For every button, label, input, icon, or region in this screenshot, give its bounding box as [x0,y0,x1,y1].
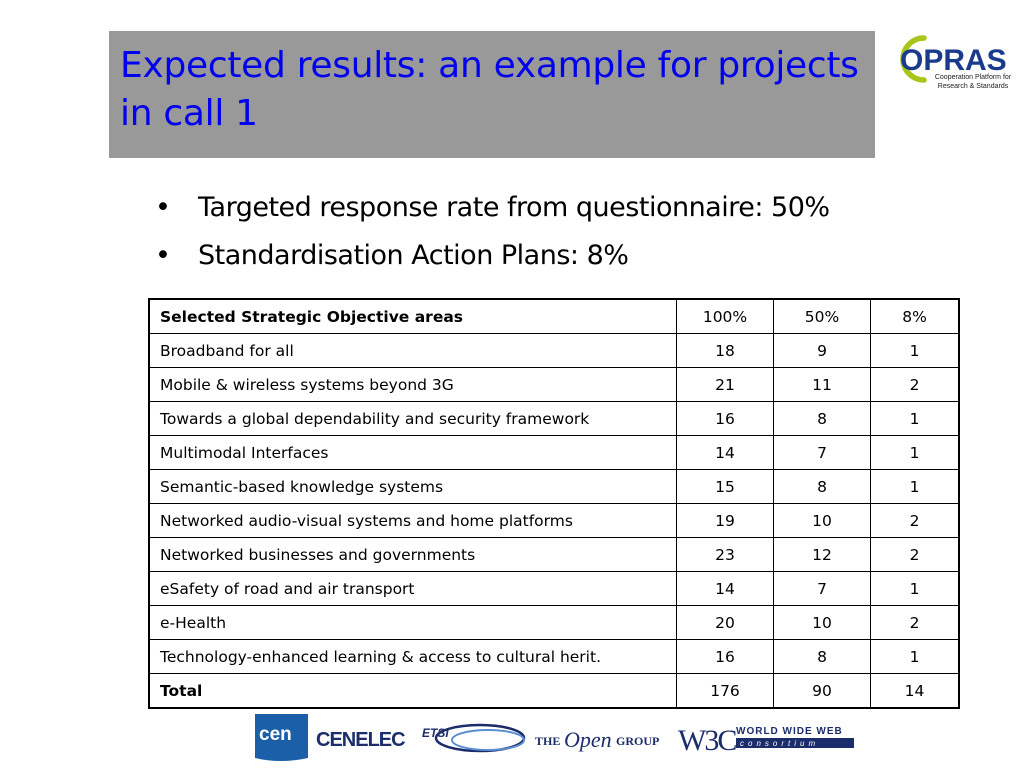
table-cell-value: 1 [870,571,960,606]
table-cell-label: Total [148,673,677,709]
table-cell-label: Broadband for all [148,333,677,368]
bullet-item: • Targeted response rate from questionnai… [155,184,830,232]
cen-logo-text: cen [259,724,292,745]
table-cell-value: 23 [676,537,774,572]
table-row: e-Health 20 10 2 [148,605,960,640]
table-cell-label: Technology-enhanced learning & access to… [148,639,677,674]
table-cell-label: Networked audio-visual systems and home … [148,503,677,538]
copras-tagline: Cooperation Platform for Research & Stan… [934,74,1012,90]
table-cell-value: 8% [870,298,960,334]
etsi-logo-text: ETSI [422,726,449,740]
w3c-www-text: WORLD WIDE WEB [736,726,843,737]
table-cell-value: 2 [870,537,960,572]
table-cell-value: 1 [870,435,960,470]
table-cell-value: 16 [676,639,774,674]
table-cell-value: 176 [676,673,774,709]
cenelec-logo-text: CENELEC [316,729,405,751]
table-cell-value: 19 [676,503,774,538]
open-group-the: THE [535,734,560,748]
table-cell-value: 8 [773,469,871,504]
table-cell-value: 18 [676,333,774,368]
table-row: Technology-enhanced learning & access to… [148,639,960,674]
table-total-row: Total 176 90 14 [148,673,960,709]
open-group-group: GROUP [616,734,659,748]
table-cell-value: 1 [870,639,960,674]
table-cell-label: Multimodal Interfaces [148,435,677,470]
slide-title: Expected results: an example for project… [120,45,859,134]
table-cell-value: 10 [773,605,871,640]
table-cell-value: 1 [870,401,960,436]
bullet-item: • Standardisation Action Plans: 8% [155,232,830,280]
copras-logo: OPRAS Cooperation Platform for Research … [880,30,1020,94]
open-group-logo: THE Open GROUP [535,727,659,752]
table-cell-value: 90 [773,673,871,709]
table-cell-value: 14 [676,435,774,470]
table-row: eSafety of road and air transport 14 7 1 [148,571,960,606]
table-row: Multimodal Interfaces 14 7 1 [148,435,960,470]
table-cell-label: Mobile & wireless systems beyond 3G [148,367,677,402]
objectives-table: Selected Strategic Objective areas 100% 50… [148,298,960,709]
table-cell-value: 2 [870,605,960,640]
cenelec-logo: CENELEC [316,729,406,751]
table-cell-value: 16 [676,401,774,436]
table-cell-value: 15 [676,469,774,504]
table-cell-value: 50% [773,298,871,334]
table-cell-value: 21 [676,367,774,402]
table-cell-value: 10 [773,503,871,538]
table-cell-label: Semantic-based knowledge systems [148,469,677,504]
partner-logos: cen CENELEC ETSI THE Open GROUP W3C WORL… [250,712,860,766]
title-banner: Expected results: an example for project… [109,31,875,158]
table-cell-value: 8 [773,639,871,674]
table-cell-label: Selected Strategic Objective areas [148,298,677,334]
table-cell-label: eSafety of road and air transport [148,571,677,606]
table-cell-value: 100% [676,298,774,334]
table-row: Broadband for all 18 9 1 [148,333,960,368]
bullet-list: • Targeted response rate from questionnai… [155,184,830,280]
table-cell-value: 14 [870,673,960,709]
bullet-text: Standardisation Action Plans: 8% [198,240,629,271]
w3c-logo: W3C WORLD WIDE WEB consortium [678,724,854,757]
cen-logo: cen [255,714,308,761]
table-cell-value: 11 [773,367,871,402]
etsi-logo: ETSI [422,723,526,753]
bullet-marker: • [155,192,171,223]
table-cell-value: 8 [773,401,871,436]
open-group-open: Open [564,727,612,752]
table-cell-value: 2 [870,503,960,538]
table-row: Networked businesses and governments 23 12… [148,537,960,572]
bullet-text: Targeted response rate from questionnair… [198,192,830,223]
table-cell-label: Towards a global dependability and secur… [148,401,677,436]
table-cell-value: 2 [870,367,960,402]
table-row: Mobile & wireless systems beyond 3G 21 11 2 [148,367,960,402]
table-row: Networked audio-visual systems and home … [148,503,960,538]
table-row: Semantic-based knowledge systems 15 8 1 [148,469,960,504]
table-cell-value: 9 [773,333,871,368]
w3c-consortium-text: consortium [740,739,819,748]
table-cell-value: 14 [676,571,774,606]
table-cell-value: 7 [773,435,871,470]
w3c-logo-text: W3C [678,724,736,757]
table-cell-label: e-Health [148,605,677,640]
table-header-row: Selected Strategic Objective areas 100% 50… [148,298,960,334]
table-cell-value: 12 [773,537,871,572]
table-cell-value: 7 [773,571,871,606]
copras-logo-text: OPRAS [900,44,1007,77]
table-cell-value: 20 [676,605,774,640]
table-cell-value: 1 [870,469,960,504]
table-cell-label: Networked businesses and governments [148,537,677,572]
bullet-marker: • [155,240,171,271]
table-cell-value: 1 [870,333,960,368]
table-row: Towards a global dependability and secur… [148,401,960,436]
